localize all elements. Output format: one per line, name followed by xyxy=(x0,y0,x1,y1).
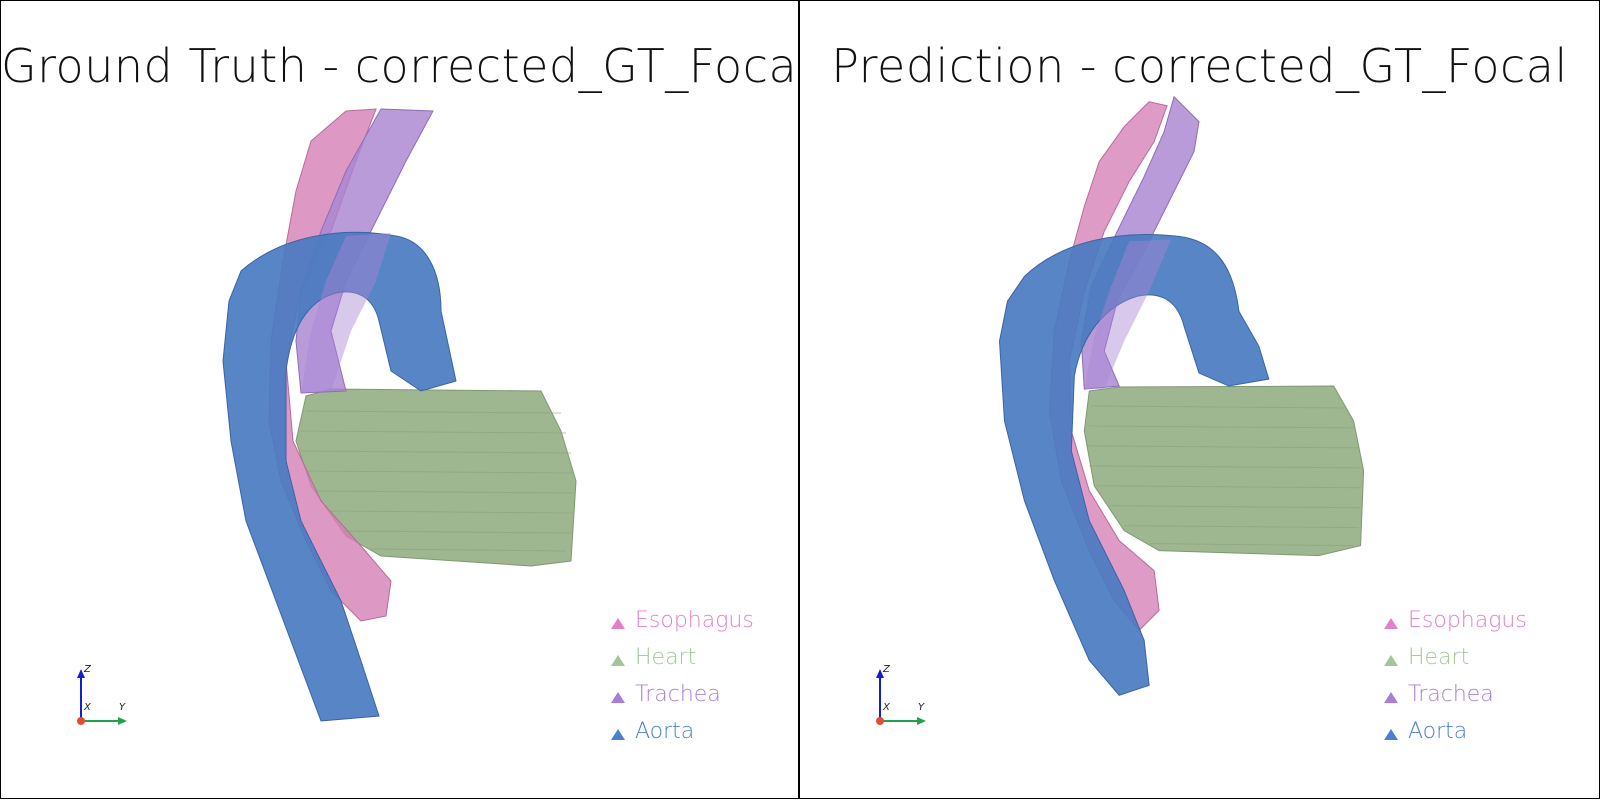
viewport-title: Prediction - corrected_GT_Focal xyxy=(831,39,1568,93)
trachea-overlay xyxy=(1084,239,1172,390)
legend-label: Heart xyxy=(635,645,697,670)
legend-label: Heart xyxy=(1408,645,1470,670)
trachea-overlay xyxy=(301,233,391,393)
trachea-mesh xyxy=(295,108,434,394)
axis-label-x: X xyxy=(883,702,890,713)
axis-label-z: Z xyxy=(84,664,91,675)
triangle-icon xyxy=(611,692,625,703)
heart-texture xyxy=(300,410,574,552)
legend-label: Aorta xyxy=(635,719,695,744)
orientation-axes-widget: Z X Y xyxy=(870,664,940,729)
legend-label: Aorta xyxy=(1408,719,1468,744)
legend-label: Trachea xyxy=(1408,682,1494,707)
triangle-icon xyxy=(1384,692,1398,703)
aorta-mesh xyxy=(222,231,457,722)
ground-truth-viewport[interactable]: Ground Truth - corrected_GT_Focal Esopha… xyxy=(0,0,799,799)
axis-label-x: X xyxy=(84,702,91,713)
axis-label-y: Y xyxy=(119,702,126,713)
legend-label: Esophagus xyxy=(1408,608,1527,633)
orientation-axes-widget: Z X Y xyxy=(71,664,141,729)
heart-mesh xyxy=(1083,385,1365,557)
heart-texture xyxy=(1087,405,1362,547)
axis-label-y: Y xyxy=(918,702,925,713)
axes-icon xyxy=(876,669,926,725)
triangle-icon xyxy=(611,729,625,740)
triangle-icon xyxy=(1384,729,1398,740)
triangle-icon xyxy=(1384,618,1398,629)
prediction-viewport[interactable]: Prediction - corrected_GT_Focal Esophagu… xyxy=(799,0,1600,799)
triangle-icon xyxy=(611,655,625,666)
triangle-icon xyxy=(1384,655,1398,666)
viewport-title: Ground Truth - corrected_GT_Focal xyxy=(1,39,799,93)
axes-icon xyxy=(77,669,127,725)
axis-label-z: Z xyxy=(883,664,890,675)
legend-label: Trachea xyxy=(635,682,721,707)
prediction-3d-scene[interactable] xyxy=(800,1,1599,799)
aorta-mesh xyxy=(998,234,1270,696)
ground-truth-3d-scene[interactable] xyxy=(1,1,799,799)
legend-label: Esophagus xyxy=(635,608,754,633)
triangle-icon xyxy=(611,618,625,629)
